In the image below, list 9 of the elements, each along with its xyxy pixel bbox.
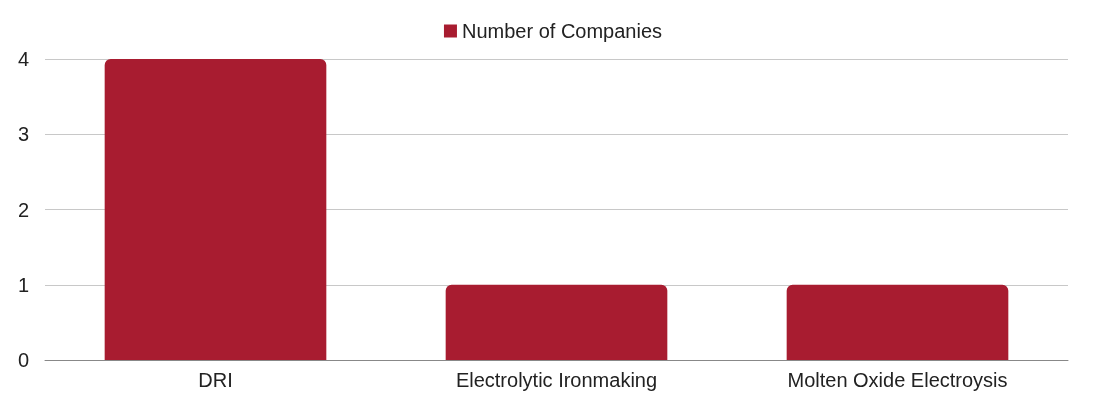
- y-tick-label: 2: [17, 198, 29, 221]
- y-tick-label: 4: [17, 48, 29, 70]
- y-tick-label: 1: [17, 273, 29, 296]
- x-tick-label: DRI: [198, 369, 233, 391]
- x-tick-label: Electrolytic Ironmaking: [455, 369, 658, 391]
- legend-label: Number of Companies: [461, 20, 663, 42]
- y-tick-label: 3: [17, 123, 29, 146]
- x-tick-label: Molten Oxide Electroysis: [787, 369, 1008, 391]
- y-tick-label: 0: [17, 349, 29, 371]
